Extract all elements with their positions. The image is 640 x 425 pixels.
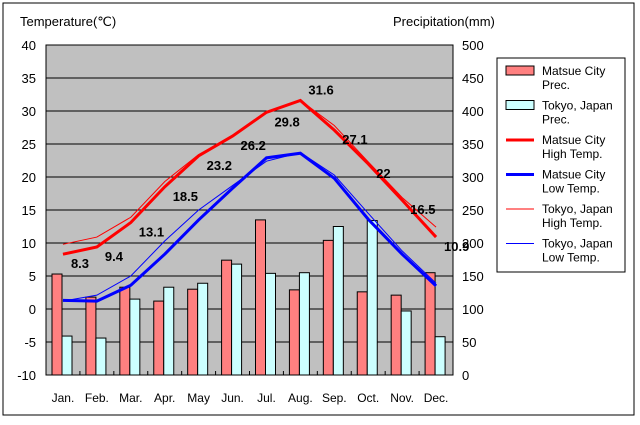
line-matsue-city-low-temp-	[62, 151, 438, 303]
x-tick-label: Jul.	[257, 391, 276, 405]
data-label-matsue-high: 16.5	[410, 202, 435, 217]
y-right-tick-label: 300	[462, 170, 484, 185]
data-label-matsue-high: 9.4	[105, 249, 124, 264]
y-right-tick-label: 500	[462, 38, 484, 53]
y-right-tick-label: 450	[462, 71, 484, 86]
data-label-matsue-high: 29.8	[274, 114, 299, 129]
y-right-tick-label: 50	[462, 335, 476, 350]
bar-tokyo-prec	[366, 220, 378, 376]
bar-tokyo-prec	[197, 282, 209, 376]
y-left-tick-label: 30	[22, 104, 36, 119]
y-left-tick-label: 10	[22, 236, 36, 251]
y-left-tick-label: 0	[29, 302, 36, 317]
bar-matsue-prec	[390, 294, 402, 376]
x-tick-label: May	[187, 391, 210, 405]
bar-matsue-prec	[255, 219, 266, 376]
legend-swatch	[505, 65, 535, 76]
y-left-tick-label: 40	[22, 38, 36, 53]
x-tick-label: Oct.	[357, 391, 379, 405]
bar-matsue-prec	[51, 273, 63, 376]
y-left-tick-label: 35	[22, 71, 36, 86]
y-left-tick-label: 5	[29, 269, 36, 284]
y-left-tick-label: 15	[22, 203, 36, 218]
legend-label: Tokyo, Japan	[542, 237, 613, 251]
bar-tokyo-prec	[298, 272, 310, 376]
y-right-tick-label: 350	[462, 137, 484, 152]
legend-label: High Temp.	[542, 216, 602, 230]
x-tick-label: Apr.	[154, 391, 175, 405]
bar-tokyo-prec	[400, 310, 412, 376]
data-label-matsue-high: 26.2	[241, 138, 266, 153]
bar-matsue-prec	[322, 239, 334, 376]
legend-label: Matsue City	[542, 168, 605, 182]
x-tick-label: Aug.	[288, 391, 313, 405]
y-right-tick-label: 150	[462, 269, 484, 284]
data-label-matsue-high: 8.3	[71, 256, 89, 271]
y-left-tick-label: 25	[22, 137, 36, 152]
line-matsue-city-high-temp-	[62, 98, 438, 256]
legend-label: Matsue City	[542, 133, 605, 147]
bar-matsue-prec	[356, 291, 368, 376]
legend-label: Tokyo, Japan	[542, 99, 613, 113]
x-tick-label: Mar.	[119, 391, 142, 405]
legend-box	[496, 57, 626, 273]
bar-tokyo-prec	[95, 337, 107, 376]
x-tick-label: Feb.	[85, 391, 109, 405]
x-tick-label: Dec.	[424, 391, 449, 405]
data-label-matsue-high: 18.5	[173, 189, 198, 204]
bar-tokyo-prec	[434, 336, 446, 376]
legend-label: Tokyo, Japan	[542, 202, 613, 216]
data-label-matsue-high: 10.9	[444, 239, 469, 254]
legend-label: High Temp.	[542, 147, 602, 161]
bar-tokyo-prec	[332, 226, 344, 376]
y-left-tick-label: -10	[17, 368, 36, 383]
y-left-tick-label: -5	[24, 335, 36, 350]
bar-matsue-prec	[119, 286, 131, 376]
bar-tokyo-prec	[61, 335, 73, 376]
data-label-matsue-high: 31.6	[308, 82, 333, 97]
data-label-matsue-high: 27.1	[342, 132, 367, 147]
bar-matsue-prec	[187, 288, 199, 376]
bar-matsue-prec	[85, 296, 97, 376]
y-right-tick-label: 0	[462, 368, 469, 383]
x-tick-label: Sep.	[322, 391, 347, 405]
data-label-matsue-high: 23.2	[207, 158, 232, 173]
legend-label: Low Temp.	[542, 182, 600, 196]
bar-tokyo-prec	[163, 286, 175, 376]
bar-matsue-prec	[153, 300, 165, 376]
bar-tokyo-prec	[129, 298, 141, 376]
x-tick-label: Jun.	[221, 391, 244, 405]
data-label-matsue-high: 13.1	[139, 225, 164, 240]
y-right-tick-label: 250	[462, 203, 484, 218]
x-tick-label: Nov.	[390, 391, 414, 405]
legend-swatch	[505, 100, 535, 110]
legend-label: Prec.	[542, 78, 570, 92]
y-left-label: Temperature(℃)	[20, 14, 116, 29]
y-right-tick-label: 100	[462, 302, 484, 317]
legend-label: Matsue City	[542, 64, 605, 78]
y-right-label: Precipitation(mm)	[393, 14, 495, 29]
y-right-tick-label: 400	[462, 104, 484, 119]
bar-matsue-prec	[288, 289, 300, 376]
data-label-matsue-high: 22	[376, 166, 390, 181]
bar-matsue-prec	[221, 259, 233, 376]
y-right-tick-label: 200	[462, 236, 484, 251]
y-left-tick-label: 20	[22, 170, 36, 185]
legend-label: Prec.	[542, 113, 570, 127]
bar-tokyo-prec	[265, 272, 276, 376]
bar-matsue-prec	[424, 272, 436, 376]
bar-tokyo-prec	[231, 263, 243, 376]
legend-label: Low Temp.	[542, 251, 600, 265]
x-tick-label: Jan.	[52, 391, 75, 405]
